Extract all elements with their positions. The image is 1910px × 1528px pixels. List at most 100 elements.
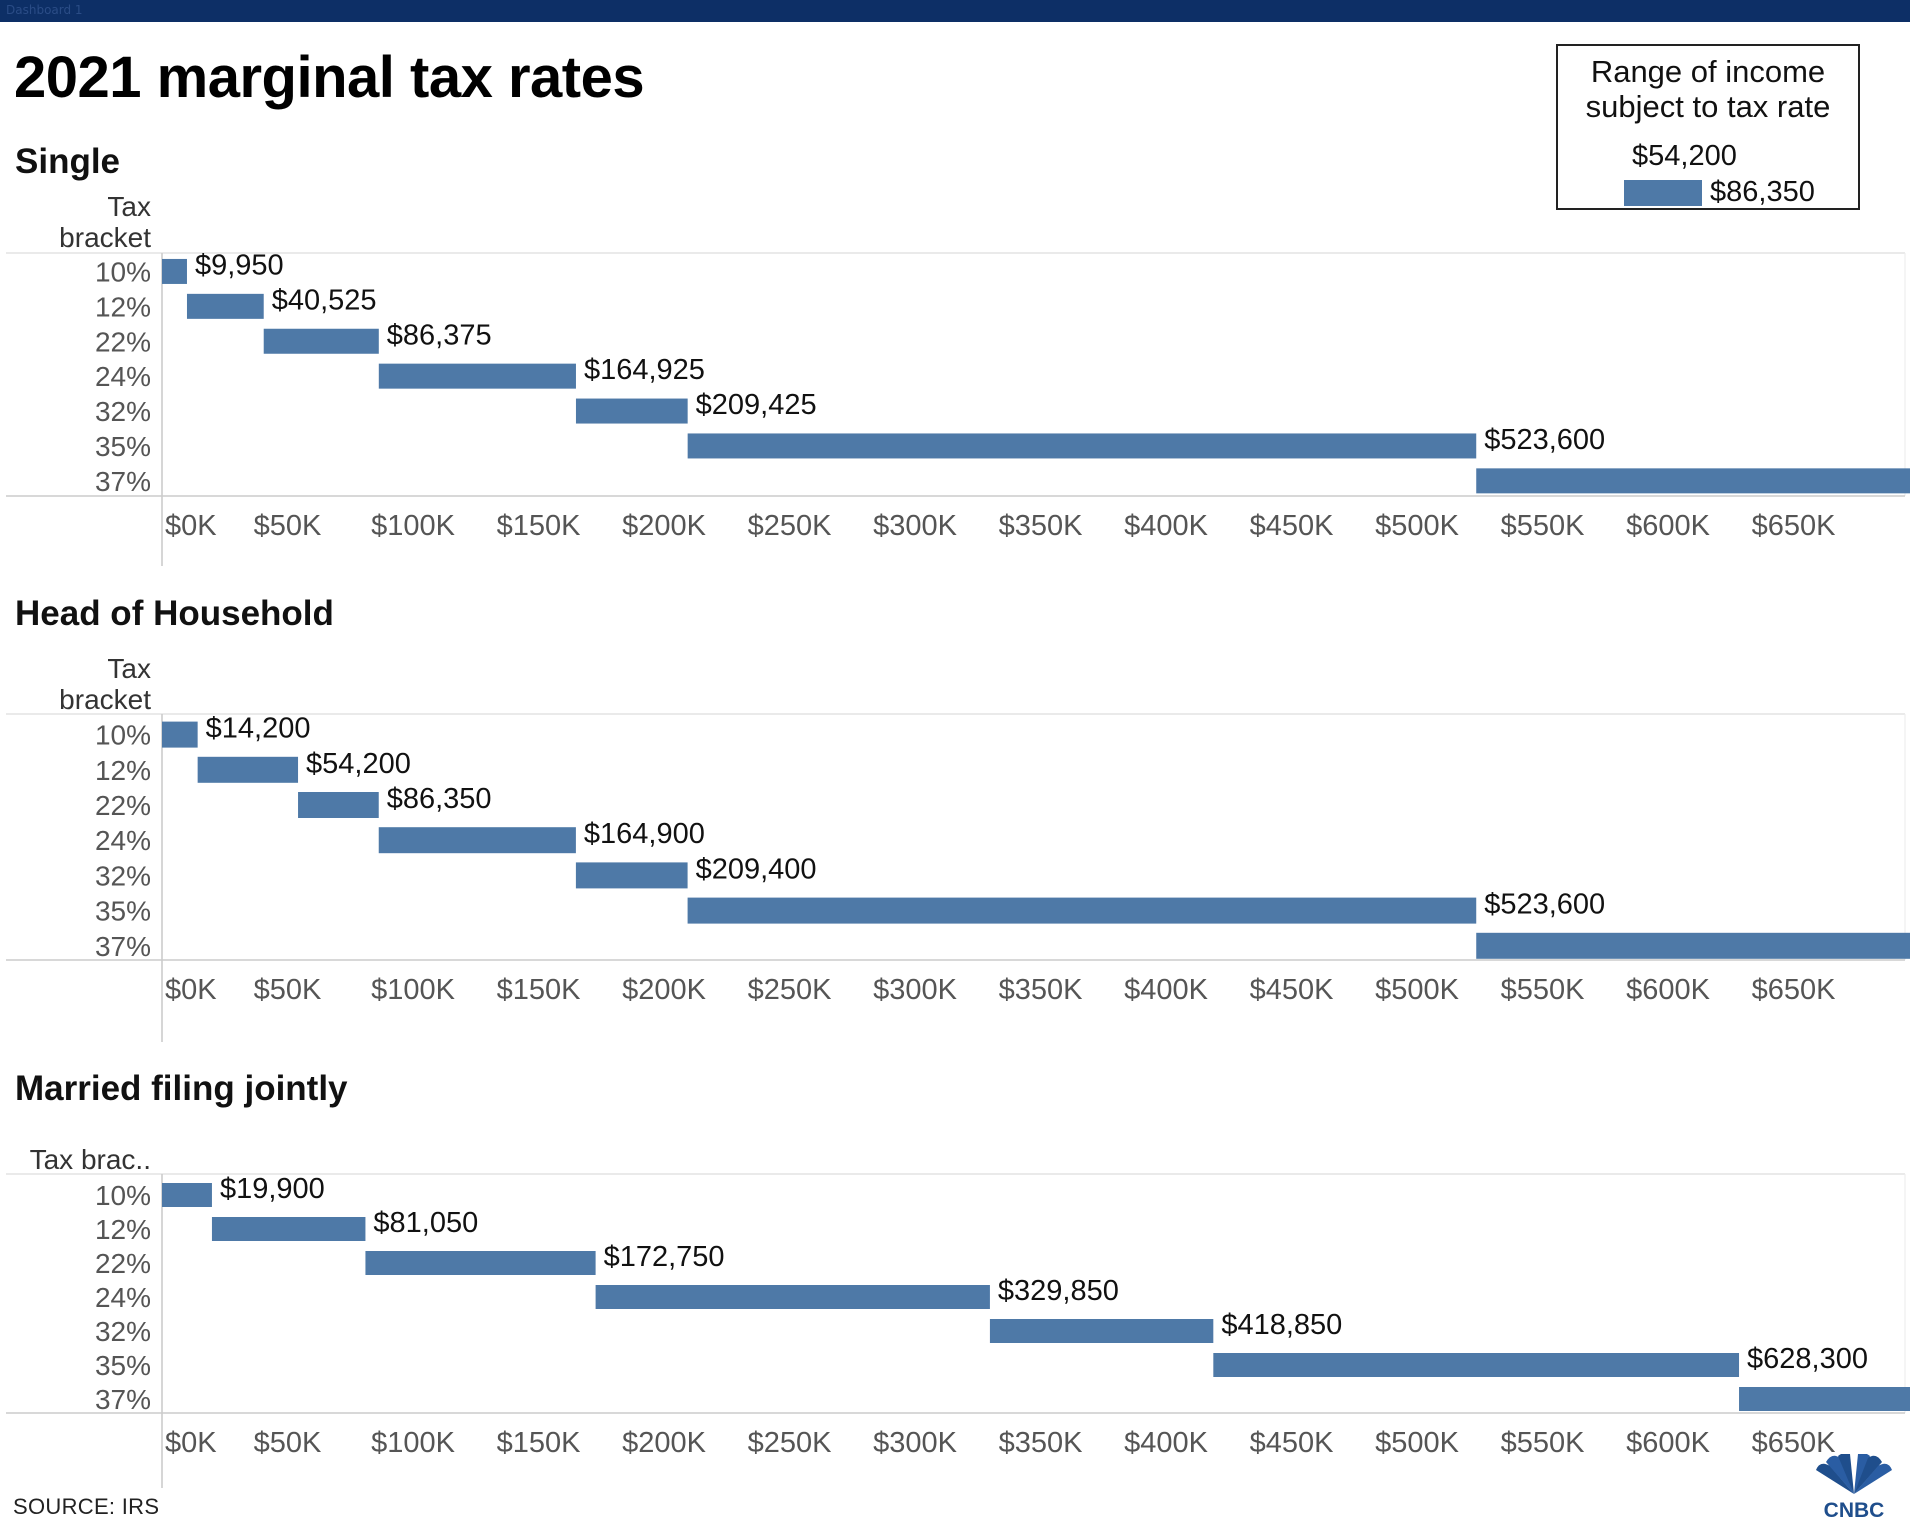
x-axis-tick-label: $300K: [873, 974, 958, 1006]
income-range-bar: [1739, 1387, 1910, 1411]
logo-wordmark: CNBC: [1824, 1499, 1885, 1520]
bracket-upper-limit-label: $209,425: [696, 389, 817, 421]
bracket-upper-limit-label: $628,300: [1747, 1343, 1868, 1375]
x-axis-tick-label: $150K: [497, 510, 582, 542]
dashboard-top-bar: Dashboard 1: [0, 0, 1910, 22]
x-axis-tick-label: $450K: [1250, 510, 1335, 542]
income-range-bar: [595, 1285, 990, 1309]
tax-bracket-label: 24%: [95, 825, 151, 856]
x-axis-tick-label: $350K: [999, 974, 1084, 1006]
tax-bracket-label: 35%: [95, 896, 151, 927]
x-axis-tick-label: $400K: [1124, 974, 1209, 1006]
income-range-bar: [687, 897, 1477, 924]
income-range-bar: [162, 258, 187, 284]
x-axis-tick-label: $50K: [254, 510, 322, 542]
x-axis-tick-label: $250K: [748, 510, 833, 542]
tax-bracket-label: 32%: [95, 1316, 151, 1347]
x-axis-tick-label: $50K: [254, 1427, 322, 1459]
income-range-bar: [162, 721, 198, 748]
x-axis-tick-label: $350K: [999, 510, 1084, 542]
tax-bracket-label: 12%: [95, 1214, 151, 1245]
x-axis-tick-label: $0K: [165, 510, 217, 542]
bracket-upper-limit-label: $209,400: [696, 853, 817, 885]
peacock-icon: [1810, 1454, 1898, 1496]
source-note: SOURCE: IRS: [13, 1494, 160, 1519]
income-range-bar: [186, 293, 264, 319]
legend-low-value: $54,200: [1632, 140, 1737, 172]
x-axis-tick-label: $500K: [1375, 974, 1460, 1006]
x-axis-tick-label: $250K: [748, 974, 833, 1006]
tax-bracket-label: 12%: [95, 755, 151, 786]
x-axis-tick-label: $100K: [371, 510, 456, 542]
x-axis-tick-label: $600K: [1626, 974, 1711, 1006]
income-range-bar: [365, 1251, 596, 1275]
panel-title: Head of Household: [15, 594, 334, 633]
tax-bracket-label: 37%: [95, 466, 151, 497]
tax-bracket-label: 32%: [95, 860, 151, 891]
x-axis-tick-label: $100K: [371, 974, 456, 1006]
tax-bracket-label: 35%: [95, 431, 151, 462]
x-axis-tick-label: $650K: [1752, 974, 1837, 1006]
bracket-upper-limit-label: $418,850: [1221, 1309, 1342, 1341]
bracket-upper-limit-label: $523,600: [1484, 889, 1605, 921]
x-axis-tick-label: $300K: [873, 510, 958, 542]
income-range-bar: [378, 827, 576, 854]
tax-bracket-label: 10%: [95, 720, 151, 751]
x-axis-tick-label: $650K: [1752, 1427, 1837, 1459]
income-range-bar: [298, 792, 379, 818]
bracket-upper-limit-label: $54,200: [306, 748, 411, 780]
income-range-bar: [575, 862, 688, 889]
bracket-upper-limit-label: $81,050: [373, 1207, 478, 1239]
tax-bracket-label: 37%: [95, 1384, 151, 1415]
x-axis-tick-label: $0K: [165, 974, 217, 1006]
income-range-bar: [162, 1183, 212, 1207]
income-range-bar: [1476, 932, 1910, 959]
bracket-upper-limit-label: $86,375: [387, 319, 492, 351]
row-header-label: Tax brac..: [30, 1144, 151, 1175]
x-axis-tick-label: $200K: [622, 510, 707, 542]
x-axis-tick-label: $650K: [1752, 510, 1837, 542]
bracket-upper-limit-label: $86,350: [387, 783, 492, 815]
income-range-bar: [575, 398, 688, 424]
x-axis-tick-label: $600K: [1626, 510, 1711, 542]
x-axis-tick-label: $400K: [1124, 510, 1209, 542]
bracket-upper-limit-label: $523,600: [1484, 424, 1605, 456]
x-axis-tick-label: $150K: [497, 1427, 582, 1459]
income-range-bar: [1213, 1353, 1740, 1377]
income-range-bar: [263, 328, 379, 354]
income-range-bar: [378, 363, 576, 389]
tax-bracket-label: 22%: [95, 790, 151, 821]
row-header-label: Tax: [107, 191, 151, 222]
legend-box: Range of income subject to tax rate $54,…: [1556, 44, 1860, 210]
bracket-upper-limit-label: $329,850: [998, 1275, 1119, 1307]
tax-bracket-label: 22%: [95, 1248, 151, 1279]
x-axis-tick-label: $600K: [1626, 1427, 1711, 1459]
legend-bar-swatch: [1624, 180, 1702, 206]
x-axis-tick-label: $500K: [1375, 510, 1460, 542]
x-axis-tick-label: $0K: [165, 1427, 217, 1459]
panel-title: Married filing jointly: [15, 1069, 348, 1108]
bracket-upper-limit-label: $19,900: [220, 1173, 325, 1205]
row-header-label: bracket: [59, 222, 151, 253]
x-axis-tick-label: $250K: [748, 1427, 833, 1459]
x-axis-tick-label: $500K: [1375, 1427, 1460, 1459]
x-axis-tick-label: $300K: [873, 1427, 958, 1459]
bracket-upper-limit-label: $14,200: [206, 713, 311, 745]
x-axis-tick-label: $450K: [1250, 974, 1335, 1006]
x-axis-tick-label: $550K: [1501, 1427, 1586, 1459]
x-axis-tick-label: $50K: [254, 974, 322, 1006]
legend-high-value: $86,350: [1710, 176, 1815, 208]
tax-bracket-label: 24%: [95, 1282, 151, 1313]
tax-bracket-label: 12%: [95, 291, 151, 322]
cnbc-logo: CNBC: [1810, 1454, 1898, 1520]
x-axis-tick-label: $450K: [1250, 1427, 1335, 1459]
bracket-upper-limit-label: $164,900: [584, 818, 705, 850]
x-axis-tick-label: $150K: [497, 974, 582, 1006]
tax-bracket-label: 10%: [95, 1180, 151, 1211]
tax-bracket-label: 32%: [95, 396, 151, 427]
bracket-upper-limit-label: $9,950: [195, 249, 284, 281]
legend-title-line-1: Range of income: [1590, 54, 1826, 89]
income-range-bar: [687, 433, 1477, 459]
x-axis-tick-label: $200K: [622, 974, 707, 1006]
